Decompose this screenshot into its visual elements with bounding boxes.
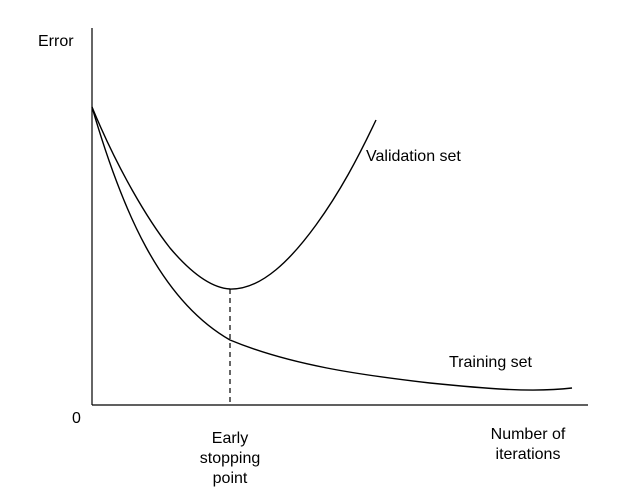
early-stopping-label-line-1: Early: [212, 430, 248, 447]
early-stopping-label-line-3: point: [213, 470, 248, 487]
x-axis-label-line-2: iterations: [496, 446, 561, 463]
training-set-label: Training set: [449, 354, 533, 371]
x-axis-label-line-1: Number of: [491, 426, 566, 443]
early-stopping-label-line-2: stopping: [200, 450, 261, 467]
early-stopping-label: Early stopping point: [200, 430, 261, 487]
origin-label: 0: [72, 410, 81, 427]
y-axis-label: Error: [38, 33, 74, 50]
training-curve: [91, 106, 573, 391]
validation-set-label: Validation set: [366, 148, 461, 165]
validation-curve: [91, 106, 377, 290]
x-axis-label: Number of iterations: [491, 426, 566, 463]
